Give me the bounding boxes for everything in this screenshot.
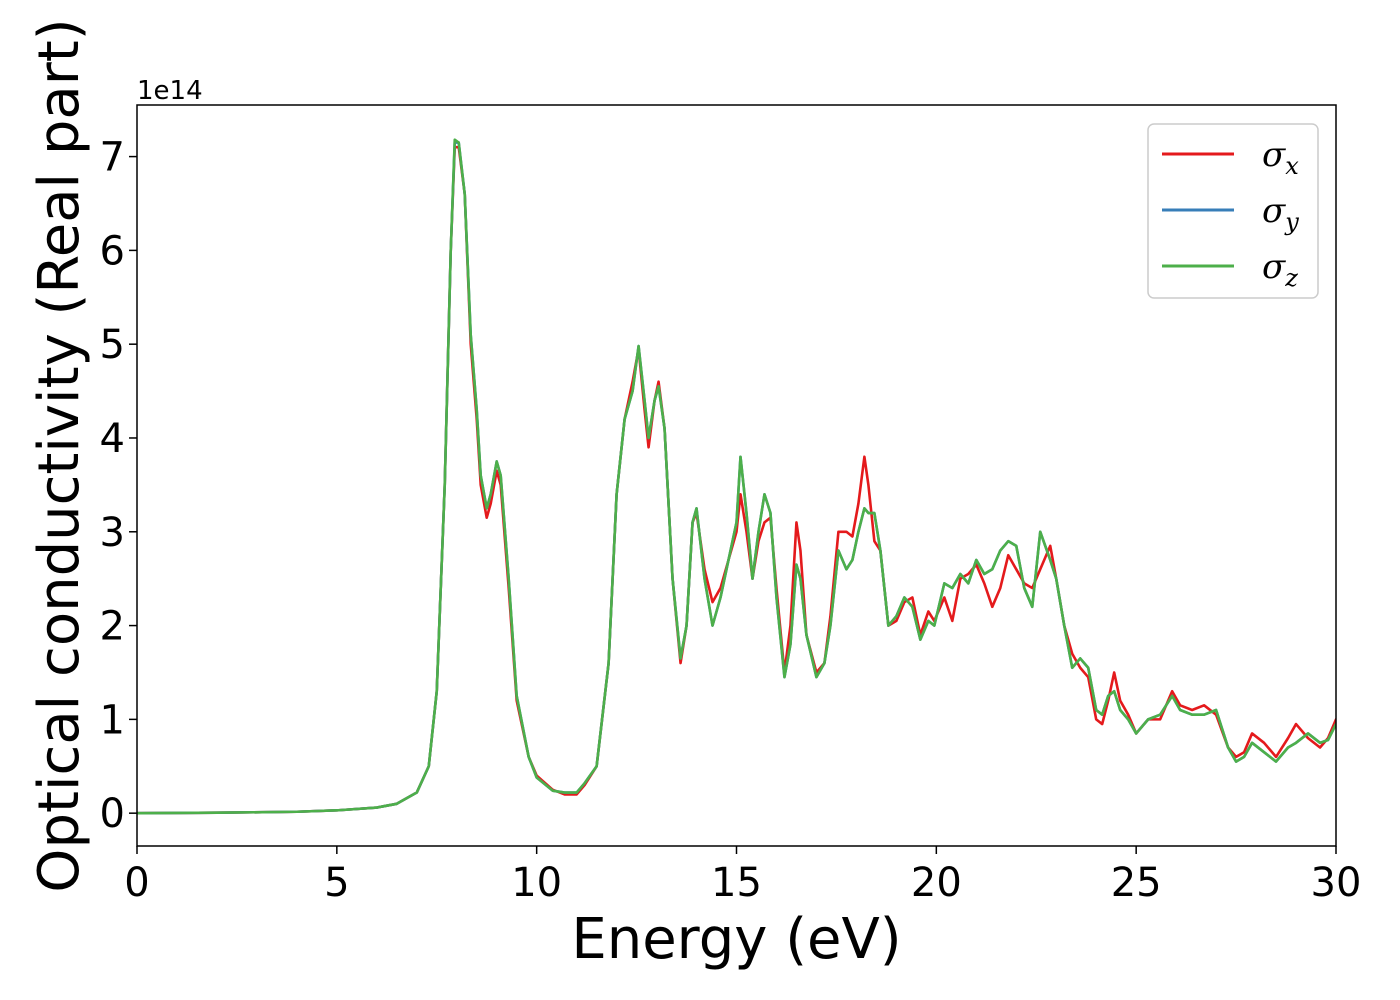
x-tick-label: 30 xyxy=(1311,860,1362,906)
y-tick-label: 2 xyxy=(100,604,125,650)
x-tick-label: 20 xyxy=(911,860,962,906)
y-tick-label: 4 xyxy=(100,416,125,462)
x-tick-label: 5 xyxy=(324,860,349,906)
x-axis: 0 5 10 15 20 25 30 xyxy=(124,846,1361,906)
y-tick-label: 6 xyxy=(100,228,125,274)
y-tick-label: 7 xyxy=(100,135,125,181)
x-tick-label: 0 xyxy=(124,860,149,906)
legend-subscript: z xyxy=(1284,264,1298,292)
series-layer xyxy=(137,138,1336,815)
x-axis-title: Energy (eV) xyxy=(571,907,901,972)
y-tick-label: 1 xyxy=(100,697,125,743)
x-tick-label: 15 xyxy=(711,860,762,906)
x-tick-label: 10 xyxy=(511,860,562,906)
y-tick-label: 5 xyxy=(100,322,125,368)
legend-label-y: σy xyxy=(1262,191,1299,236)
legend-subscript: x xyxy=(1285,152,1299,180)
y-axis: 0 1 2 3 4 5 6 7 xyxy=(100,135,137,837)
legend-subscript: y xyxy=(1284,208,1299,236)
legend-label-z: σz xyxy=(1262,247,1298,292)
series-line-z xyxy=(137,138,1336,815)
legend-symbol: σ xyxy=(1262,191,1286,231)
legend-symbol: σ xyxy=(1262,247,1286,287)
y-tick-label: 0 xyxy=(100,791,125,837)
y-tick-label: 3 xyxy=(100,510,125,556)
legend-symbol: σ xyxy=(1262,135,1286,175)
x-tick-label: 25 xyxy=(1111,860,1162,906)
y-offset-label: 1e14 xyxy=(137,76,203,106)
legend-label-x: σx xyxy=(1262,135,1299,180)
y-axis-title: Optical conductivity (Real part) xyxy=(27,18,92,892)
